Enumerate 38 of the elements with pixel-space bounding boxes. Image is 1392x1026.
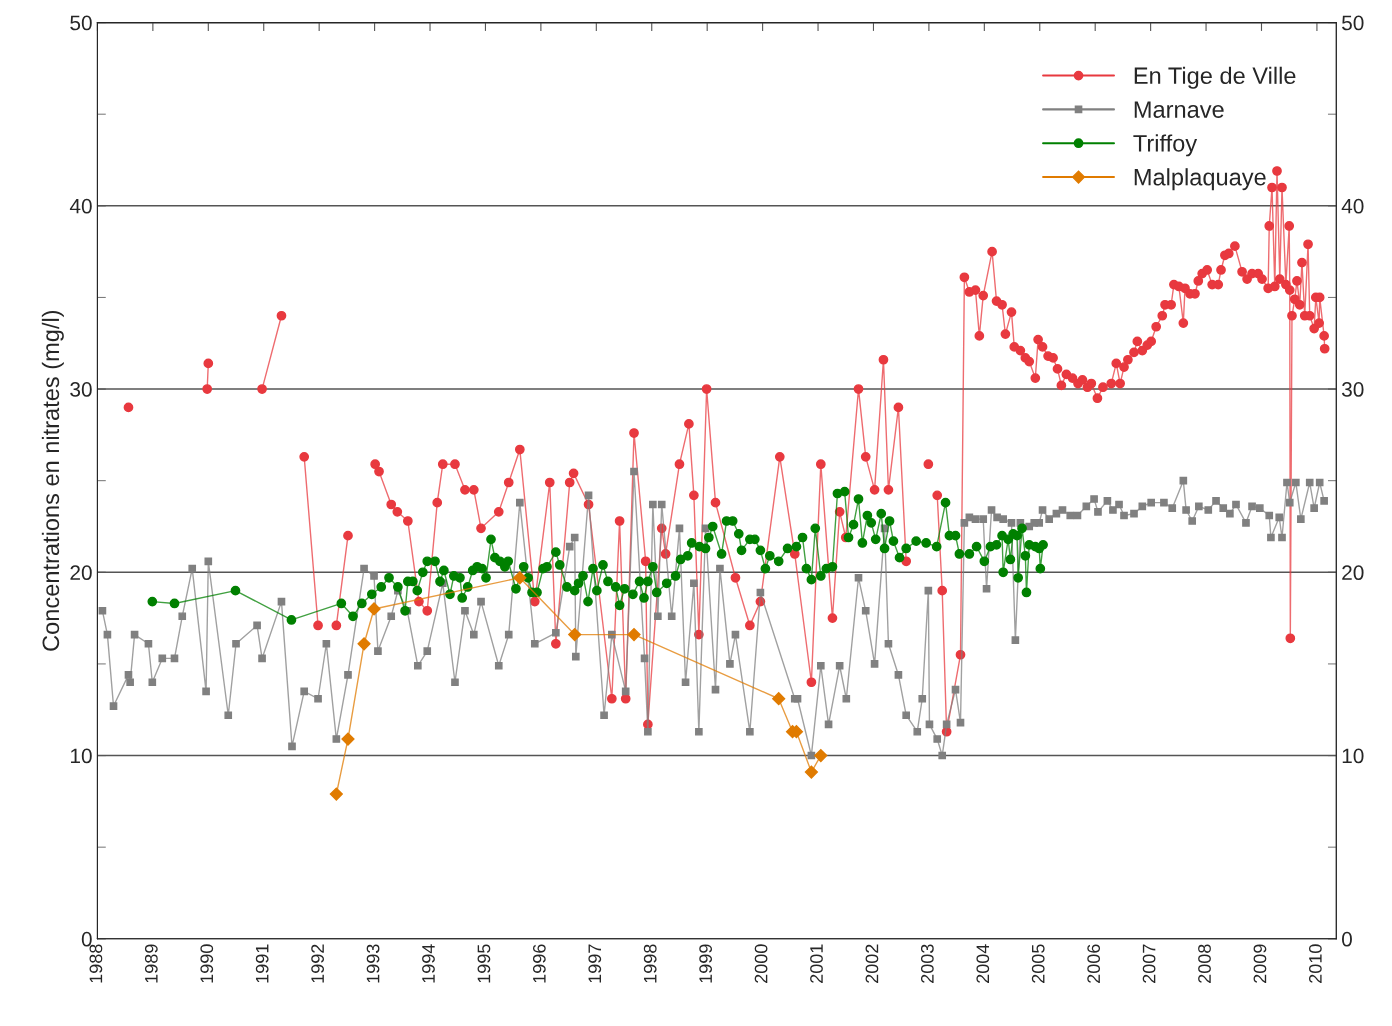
- x-tick-label: 2010: [1308, 944, 1322, 983]
- x-tick-label: 2001: [810, 944, 823, 983]
- x-tick-label: 2004: [976, 944, 990, 983]
- x-tick-label: 1994: [422, 944, 435, 983]
- y2-tick-label: 10: [1342, 748, 1364, 764]
- x-tick-label: 1990: [200, 944, 214, 983]
- legend-label: Malplaquaye: [1134, 168, 1266, 191]
- y-tick-label: 30: [70, 382, 92, 397]
- x-tick-label: 1993: [366, 944, 380, 983]
- y-tick-label: 40: [69, 198, 92, 214]
- legend-label: Marnave: [1134, 101, 1224, 118]
- x-tick-label: 1996: [532, 944, 546, 983]
- x-tick-label: 2002: [865, 944, 879, 983]
- x-tick-label: 2000: [754, 944, 768, 983]
- legend-label: Triffoy: [1133, 134, 1198, 157]
- y2-tick-label: 50: [1342, 15, 1364, 31]
- x-tick-label: 2008: [1198, 944, 1211, 983]
- x-tick-label: 2007: [1142, 944, 1156, 983]
- x-tick-label: 1995: [477, 944, 491, 983]
- legend-label: En Tige de Ville: [1134, 66, 1296, 89]
- x-tick-label: 1999: [699, 944, 713, 983]
- y-axis-title: Concentrations en nitrates (mg/l): [41, 310, 64, 651]
- x-tick-label: 2006: [1087, 944, 1101, 983]
- y-tick-label: 50: [70, 15, 92, 31]
- x-tick-label: 1992: [311, 944, 325, 983]
- y2-tick-label: 40: [1341, 198, 1364, 214]
- x-tick-label: 1998: [643, 944, 657, 983]
- y2-tick-label: 20: [1342, 565, 1364, 581]
- x-tick-label: 2005: [1031, 944, 1045, 983]
- x-tick-label: 2009: [1253, 944, 1267, 983]
- y2-tick-label: 30: [1341, 382, 1364, 397]
- x-tick-label: 1991: [255, 944, 269, 983]
- x-tick-label: 2003: [920, 944, 934, 983]
- x-tick-label: 1997: [588, 944, 602, 983]
- x-tick-label: 1989: [144, 944, 158, 983]
- y2-tick-label: 0: [1341, 931, 1352, 947]
- y-tick-label: 20: [70, 565, 92, 581]
- y-tick-label: 10: [71, 748, 92, 764]
